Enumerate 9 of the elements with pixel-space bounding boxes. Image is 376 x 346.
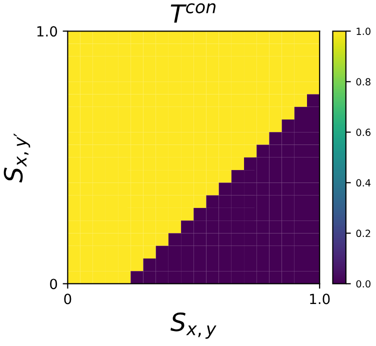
color-bar-label: 0.6 <box>356 128 370 136</box>
x-axis-title: S$_{x,y}$ <box>170 312 216 339</box>
color-bar-label: 0.8 <box>356 78 370 86</box>
color-bar-label: 0.4 <box>356 179 371 187</box>
y-axis-title: S$_{x,y′}$ <box>4 133 30 183</box>
color-bar-label: 1.0 <box>356 28 370 35</box>
color-bar-label: 0.0 <box>356 280 370 288</box>
color-bar-label: 0.2 <box>356 230 370 238</box>
chart-title: T$^{con}$ <box>170 3 216 23</box>
